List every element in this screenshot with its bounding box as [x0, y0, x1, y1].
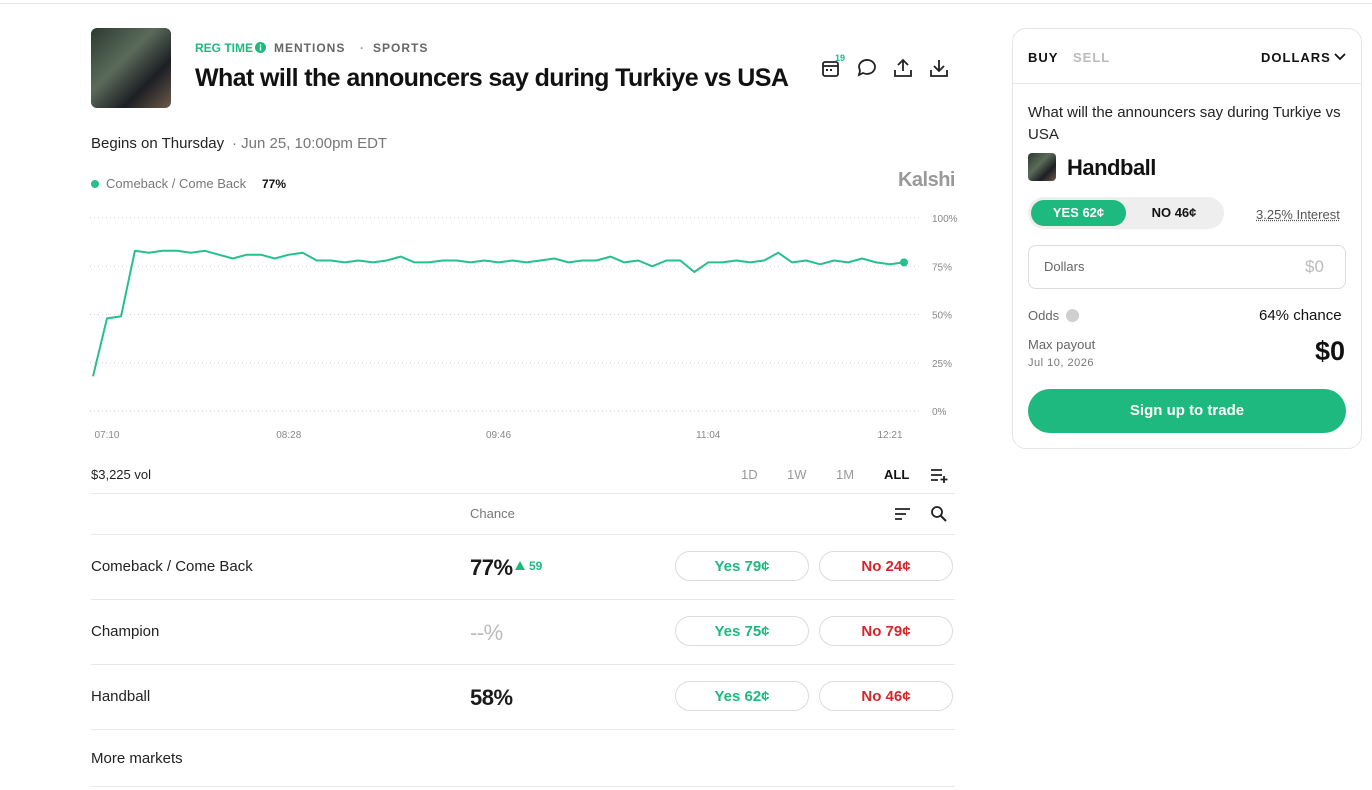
payout-label: Max payout	[1028, 337, 1096, 352]
x-tick-label: 12:21	[878, 430, 903, 441]
buy-tab[interactable]: BUY	[1028, 50, 1059, 65]
no-button[interactable]: No 79¢	[819, 616, 953, 646]
yes-toggle[interactable]: YES 62¢	[1031, 200, 1126, 226]
payout-value: $0	[1315, 336, 1346, 366]
price-chart: Comeback / Come Back 77% Kalshi 0% 25% 50% 75%…	[90, 169, 958, 441]
calendar-button[interactable]	[820, 57, 842, 79]
y-tick-label: 75%	[932, 262, 952, 273]
notification-badge: 19	[835, 53, 846, 63]
divider	[91, 664, 955, 665]
range-button[interactable]: 1M	[836, 467, 855, 482]
divider	[91, 729, 955, 730]
up-arrow	[515, 561, 525, 570]
x-tick-label: 11:04	[696, 430, 721, 441]
range-button[interactable]: 1W	[787, 467, 807, 482]
no-toggle[interactable]: NO 46¢	[1151, 205, 1197, 220]
column-header: Chance	[470, 506, 515, 521]
no-button[interactable]: No 24¢	[819, 551, 953, 581]
add-series-button[interactable]	[929, 466, 949, 484]
y-tick-label: 0%	[932, 407, 947, 418]
market-chance: --%	[470, 620, 503, 645]
divider	[91, 493, 955, 494]
yes-button[interactable]: Yes 75¢	[675, 616, 809, 646]
download-button[interactable]	[928, 57, 950, 79]
odds-label: Odds	[1028, 308, 1060, 323]
x-tick-label: 07:10	[94, 430, 119, 441]
legend-value: 77%	[262, 177, 286, 191]
amount-label: Dollars	[1044, 259, 1085, 274]
odds-info-icon	[1066, 309, 1079, 322]
begins-label: Begins on Thursday	[91, 135, 225, 152]
amount-value: $0	[1305, 257, 1324, 276]
chevron	[1334, 53, 1346, 61]
market-chance: 77%	[470, 555, 513, 580]
signup-button[interactable]: Sign up to trade	[1028, 389, 1346, 433]
market-image	[1028, 153, 1056, 181]
volume: $3,225 vol	[91, 467, 151, 482]
x-tick-label: 08:28	[276, 430, 301, 441]
divider	[91, 534, 955, 535]
market-name[interactable]: Champion	[91, 623, 160, 640]
event-image	[91, 28, 171, 108]
brand-logo: Kalshi	[898, 169, 955, 191]
odds-value: 64% chance	[1259, 307, 1342, 324]
interest-link[interactable]: 3.25% Interest	[1256, 207, 1340, 222]
amount-input[interactable]	[1028, 245, 1346, 289]
market-change: 59	[529, 559, 543, 573]
separator: ·	[360, 41, 365, 55]
legend-dot	[91, 180, 99, 188]
yes-button[interactable]: Yes 62¢	[675, 681, 809, 711]
x-tick-label: 09:46	[486, 430, 511, 441]
sell-tab[interactable]: SELL	[1073, 50, 1111, 65]
divider	[1013, 83, 1361, 84]
market-name[interactable]: Handball	[91, 688, 151, 705]
share-button[interactable]	[892, 57, 914, 79]
no-button[interactable]: No 46¢	[819, 681, 953, 711]
end-dot	[900, 258, 908, 267]
market-chance: 58%	[470, 685, 513, 710]
trade-panel	[1012, 28, 1362, 449]
range-button[interactable]: 1D	[741, 467, 758, 482]
y-tick-label: 25%	[932, 359, 952, 370]
tag: REG TIME	[195, 41, 254, 55]
tag: MENTIONS	[274, 41, 346, 55]
more-markets-link[interactable]: More markets	[91, 750, 183, 767]
sort-button[interactable]	[893, 505, 913, 523]
y-tick-label: 50%	[932, 311, 952, 322]
info-icon	[255, 42, 266, 53]
payout-date: Jul 10, 2026	[1028, 357, 1094, 369]
divider	[91, 599, 955, 600]
tag: SPORTS	[373, 41, 429, 55]
market-name[interactable]: Comeback / Come Back	[91, 558, 253, 575]
search-button[interactable]	[929, 504, 949, 524]
begins-time: · Jun 25, 10:00pm EDT	[232, 135, 388, 152]
y-tick-label: 100%	[932, 214, 958, 225]
legend-label: Comeback / Come Back	[106, 176, 247, 191]
range-button[interactable]: ALL	[884, 467, 910, 482]
comment-button[interactable]	[856, 57, 878, 79]
event-title: What will the announcers say during Turk…	[195, 64, 789, 92]
top-border	[0, 3, 1372, 4]
unit-dropdown[interactable]: DOLLARS	[1261, 50, 1331, 65]
price-line	[92, 249, 905, 377]
panel-question: What will the announcers say during Turk…	[1028, 104, 1341, 143]
panel-market: Handball	[1067, 155, 1156, 180]
yes-button[interactable]: Yes 79¢	[675, 551, 809, 581]
divider	[91, 786, 955, 787]
